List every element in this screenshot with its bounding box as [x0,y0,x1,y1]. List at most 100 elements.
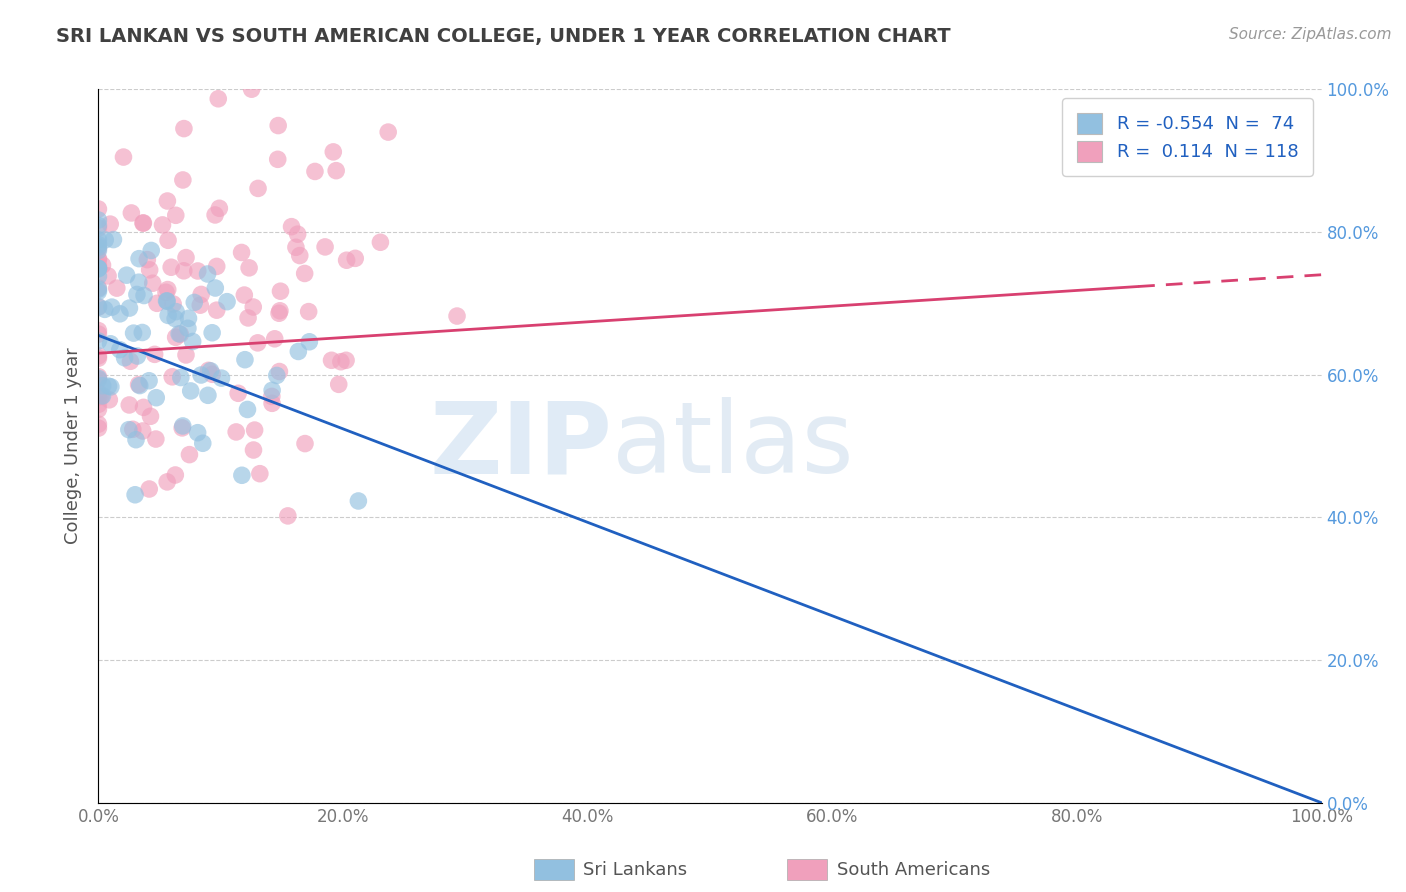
Point [87,351,110,366]
Point [128,252,150,266]
Point [132,216,155,230]
Point [162,369,184,384]
Point [165,208,187,222]
Point [204,281,226,295]
Point [183,295,205,310]
Point [127,349,149,363]
Point [304,164,326,178]
Point [201,326,224,340]
Point [101,300,124,314]
Point [132,288,155,302]
Point [87,285,110,299]
Point [172,173,194,187]
Point [108,343,131,357]
Point [138,374,160,388]
Point [267,119,290,133]
Point [242,300,264,314]
Point [205,303,228,318]
Point [173,264,195,278]
Point [231,245,253,260]
Point [156,194,179,208]
Point [321,353,343,368]
Point [225,425,247,439]
Point [125,287,148,301]
Point [105,281,128,295]
Point [98,392,121,407]
Point [155,285,177,300]
Text: atlas: atlas [612,398,853,494]
Point [314,240,336,254]
Point [156,294,179,309]
Point [87,402,110,417]
Point [165,468,187,483]
Point [233,288,256,302]
Point [128,275,150,289]
Point [87,417,110,432]
Point [208,202,231,216]
Point [269,284,291,298]
Point [242,442,264,457]
Point [112,150,135,164]
Point [263,332,285,346]
Point [91,389,114,403]
Point [347,494,370,508]
Point [138,482,160,496]
Point [97,379,120,393]
Text: SRI LANKAN VS SOUTH AMERICAN COLLEGE, UNDER 1 YEAR CORRELATION CHART: SRI LANKAN VS SOUTH AMERICAN COLLEGE, UN… [56,27,950,45]
Text: Source: ZipAtlas.com: Source: ZipAtlas.com [1229,27,1392,42]
Point [87,261,110,276]
Point [236,310,259,325]
Point [87,371,110,385]
Point [277,508,299,523]
Point [146,296,169,310]
Point [138,263,160,277]
Point [197,388,219,402]
Point [336,253,359,268]
Legend: R = -0.554  N =  74, R =  0.114  N = 118: R = -0.554 N = 74, R = 0.114 N = 118 [1063,98,1313,176]
Point [167,326,190,341]
Point [298,304,321,318]
Point [142,276,165,290]
Point [87,202,110,216]
Point [217,294,239,309]
Point [141,244,163,258]
Point [174,348,197,362]
Point [90,390,112,404]
Point [132,216,155,230]
Point [287,344,309,359]
Point [262,396,284,410]
Text: South Americans: South Americans [837,861,990,879]
Point [139,409,162,424]
Point [288,249,311,263]
Point [103,233,125,247]
Point [118,398,141,412]
Point [87,260,110,274]
Point [118,423,141,437]
Point [155,293,177,308]
Point [87,221,110,235]
Point [160,260,183,275]
Point [87,300,110,314]
Point [87,373,110,387]
Point [87,390,110,404]
Point [200,364,222,378]
Point [165,330,187,344]
Point [87,233,110,247]
Point [294,267,316,281]
Point [172,421,194,435]
Point [236,402,259,417]
Point [125,433,148,447]
Point [87,240,110,254]
Point [100,380,122,394]
Point [207,92,229,106]
Point [114,351,136,365]
Point [120,354,142,368]
Point [87,213,110,227]
Point [145,432,167,446]
Point [157,309,180,323]
Point [269,365,291,379]
Point [249,467,271,481]
Point [87,334,110,348]
Point [87,349,110,363]
Point [267,306,290,320]
